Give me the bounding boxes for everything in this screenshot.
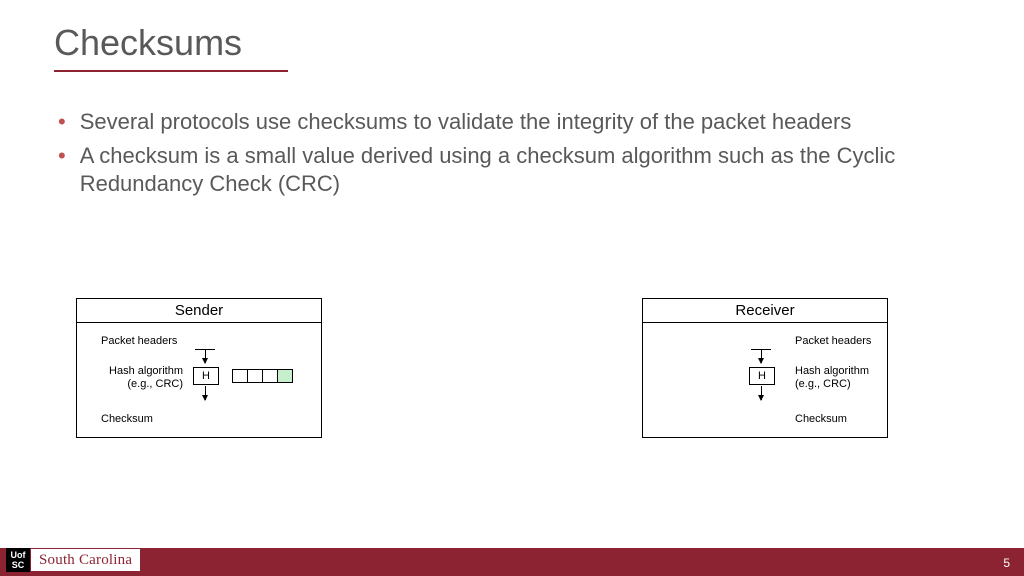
university-logo: Uof SC South Carolina xyxy=(6,548,141,572)
bullet-item: • A checksum is a small value derived us… xyxy=(58,142,968,198)
label-hash-line1: Hash algorithm xyxy=(795,365,869,377)
page-number: 5 xyxy=(1003,556,1010,570)
label-hash-algorithm: Hash algorithm (e.g., CRC) xyxy=(795,365,869,391)
label-checksum: Checksum xyxy=(795,413,847,426)
label-checksum: Checksum xyxy=(101,413,153,426)
arrow-down-icon xyxy=(761,386,762,400)
arrow-down-icon xyxy=(761,349,762,363)
footer-bar xyxy=(0,548,1024,576)
packet-cell-checksum xyxy=(277,369,293,383)
receiver-box: Receiver Packet headers Hash algorithm (… xyxy=(642,298,888,438)
label-hash-line2: (e.g., CRC) xyxy=(795,378,851,390)
packet-cell xyxy=(232,369,248,383)
logo-top-text: Uof xyxy=(11,550,26,560)
label-hash-algorithm: Hash algorithm (e.g., CRC) xyxy=(101,365,183,391)
label-packet-headers: Packet headers xyxy=(101,335,177,348)
arrow-down-icon xyxy=(205,386,206,400)
sender-title: Sender xyxy=(77,299,321,323)
bullet-marker: • xyxy=(58,142,66,170)
bullet-text: Several protocols use checksums to valid… xyxy=(80,108,852,136)
hash-box: H xyxy=(193,367,219,385)
hash-box: H xyxy=(749,367,775,385)
bullet-item: • Several protocols use checksums to val… xyxy=(58,108,968,136)
logo-bottom-text: SC xyxy=(12,560,25,570)
label-hash-line2: (e.g., CRC) xyxy=(127,378,183,390)
sender-body: Packet headers Hash algorithm (e.g., CRC… xyxy=(77,323,321,435)
packet-cell xyxy=(247,369,263,383)
title-underline xyxy=(54,70,288,72)
logo-square: Uof SC xyxy=(6,548,30,572)
sender-box: Sender Packet headers Hash algorithm (e.… xyxy=(76,298,322,438)
slide-title: Checksums xyxy=(54,22,242,64)
packet-cell xyxy=(262,369,278,383)
label-hash-line1: Hash algorithm xyxy=(109,365,183,377)
bullet-text: A checksum is a small value derived usin… xyxy=(80,142,968,198)
bullet-list: • Several protocols use checksums to val… xyxy=(58,108,968,204)
slide: Checksums • Several protocols use checks… xyxy=(0,0,1024,576)
packet-cells xyxy=(233,369,293,383)
bullet-marker: • xyxy=(58,108,66,136)
receiver-body: Packet headers Hash algorithm (e.g., CRC… xyxy=(643,323,887,435)
label-packet-headers: Packet headers xyxy=(795,335,871,348)
receiver-title: Receiver xyxy=(643,299,887,323)
university-name: South Carolina xyxy=(30,548,141,572)
arrow-down-icon xyxy=(205,349,206,363)
